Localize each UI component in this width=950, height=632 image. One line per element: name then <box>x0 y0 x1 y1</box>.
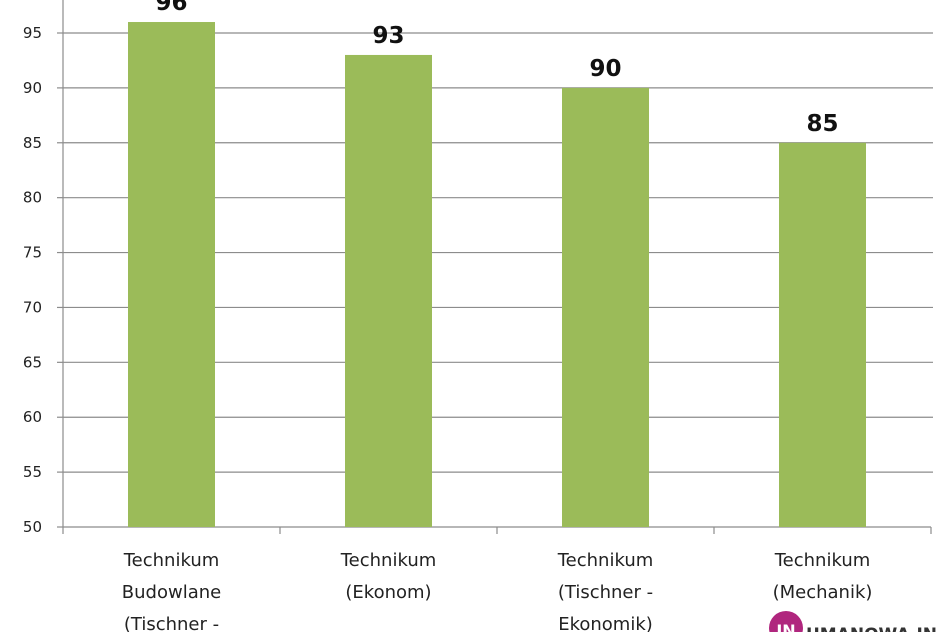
bar <box>128 22 215 528</box>
category-label-line: Technikum <box>557 550 654 571</box>
category-label-line: Technikum <box>774 550 871 571</box>
category-label: Technikum (Mechanik) <box>773 550 873 603</box>
category-label-line: Budowlane <box>122 582 221 603</box>
y-tick-label: 80 <box>23 189 42 207</box>
watermark-logo-text: IN <box>776 621 795 632</box>
category-label: Technikum (Ekonom) <box>340 550 437 603</box>
y-tick-label: 90 <box>23 79 42 97</box>
category-label: Technikum Budowlane (Tischner - <box>122 550 221 632</box>
category-label-line: (Ekonom) <box>345 582 431 603</box>
y-tick-label: 95 <box>23 24 42 42</box>
bar <box>345 54 432 527</box>
data-label: 90 <box>589 56 621 82</box>
data-label: 96 <box>155 0 187 16</box>
data-label: 85 <box>806 111 838 137</box>
bar <box>562 87 649 527</box>
bar <box>779 142 866 527</box>
y-tick-label: 60 <box>23 408 42 426</box>
y-tick-label: 70 <box>23 298 42 316</box>
y-tick-label: 50 <box>23 518 42 536</box>
category-label: Technikum (Tischner - Ekonomik) <box>557 550 654 632</box>
category-label-line: (Tischner - <box>124 614 219 632</box>
category-label-line: Technikum <box>340 550 437 571</box>
watermark-logo-icon <box>769 611 803 632</box>
category-label-line: Technikum <box>123 550 220 571</box>
y-tick-label: 75 <box>23 244 42 262</box>
watermark-text: UMANOWA.IN <box>806 625 937 632</box>
category-label-line: (Mechanik) <box>773 582 873 603</box>
y-tick-label: 55 <box>23 463 42 481</box>
y-tick-label: 65 <box>23 353 42 371</box>
data-label: 93 <box>372 23 404 49</box>
category-label-line: Ekonomik) <box>558 614 653 632</box>
y-tick-label: 85 <box>23 134 42 152</box>
category-label-line: (Tischner - <box>558 582 653 603</box>
